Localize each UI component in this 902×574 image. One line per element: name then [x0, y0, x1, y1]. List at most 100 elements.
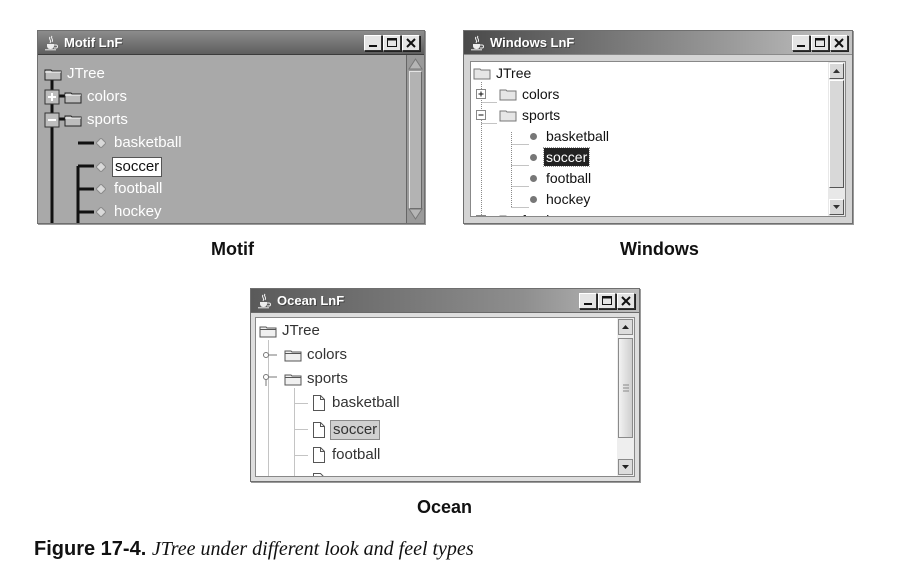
- folder-icon: [499, 215, 517, 216]
- minimize-button[interactable]: [364, 34, 382, 51]
- tree-node-basketball[interactable]: basketball: [312, 394, 402, 412]
- folder-icon: [259, 326, 277, 337]
- expand-handle-icon[interactable]: [44, 89, 60, 105]
- maximize-icon: [387, 37, 397, 47]
- maximize-button[interactable]: [598, 292, 616, 309]
- scroll-down-button[interactable]: [829, 199, 844, 215]
- grip-icon: [623, 384, 629, 392]
- folder-icon: [44, 69, 62, 80]
- diamond-leaf-icon: [96, 184, 106, 194]
- ocean-title-bar[interactable]: Ocean LnF: [251, 289, 639, 313]
- scroll-up-button[interactable]: [829, 63, 844, 79]
- tree-node-basketball[interactable]: basketball: [96, 134, 184, 152]
- collapse-handle-icon[interactable]: [262, 372, 278, 386]
- tree-node-football[interactable]: football: [96, 180, 164, 198]
- ocean-vertical-scrollbar[interactable]: [617, 317, 635, 477]
- tree-node-colors[interactable]: colors: [476, 85, 561, 103]
- tree-node-label: hockey: [114, 203, 162, 220]
- file-leaf-icon: [313, 422, 325, 438]
- tree-node-label: football: [546, 170, 592, 186]
- windows-vertical-scrollbar[interactable]: [828, 61, 846, 217]
- collapse-handle-icon[interactable]: [476, 109, 487, 121]
- windows-title-bar[interactable]: Windows LnF: [464, 31, 852, 55]
- ocean-window: Ocean LnF JTree colors sports: [250, 288, 640, 482]
- tree-node-sports[interactable]: sports: [262, 370, 350, 388]
- motif-tree[interactable]: JTree colors sports basketball soccer fo…: [38, 55, 406, 223]
- close-button[interactable]: [402, 34, 420, 51]
- tree-node-food[interactable]: food: [476, 211, 551, 218]
- maximize-button[interactable]: [383, 34, 401, 51]
- ocean-tree[interactable]: JTree colors sports basketball soccer fo…: [255, 317, 619, 477]
- scrollbar-thumb[interactable]: [409, 71, 422, 209]
- bullet-leaf-icon: [530, 174, 537, 182]
- scroll-up-arrow-icon[interactable]: [407, 57, 424, 71]
- tree-node-label: food: [520, 211, 551, 216]
- figure-text: JTree under different look and feel type…: [151, 538, 474, 560]
- tree-node-label: JTree: [496, 65, 532, 81]
- scroll-up-button[interactable]: [618, 319, 633, 335]
- java-coffee-cup-icon: [45, 35, 58, 50]
- tree-node-sports[interactable]: sports: [44, 111, 130, 129]
- tree-node-football[interactable]: football: [312, 446, 382, 464]
- diamond-leaf-icon: [96, 207, 106, 217]
- folder-icon: [473, 68, 491, 79]
- bullet-leaf-icon: [530, 132, 537, 140]
- file-leaf-icon: [313, 473, 324, 476]
- folder-icon: [284, 374, 302, 385]
- close-icon: [834, 37, 844, 48]
- tree-node-label: sports: [307, 370, 348, 387]
- close-button[interactable]: [617, 292, 635, 309]
- scroll-up-arrow-icon: [622, 325, 629, 329]
- folder-icon: [64, 115, 82, 126]
- scroll-down-arrow-icon[interactable]: [407, 207, 424, 221]
- windows-window-title: Windows LnF: [490, 35, 575, 50]
- tree-node-label: football: [114, 180, 163, 197]
- tree-node-root[interactable]: JTree: [473, 64, 533, 82]
- tree-node-label-selected: soccer: [330, 420, 381, 440]
- scroll-down-button[interactable]: [618, 459, 633, 475]
- minimize-button[interactable]: [579, 292, 597, 309]
- motif-title-bar[interactable]: Motif LnF: [38, 31, 424, 55]
- tree-node-colors[interactable]: colors: [262, 346, 349, 364]
- tree-node-root[interactable]: JTree: [44, 65, 107, 83]
- tree-node-label: JTree: [282, 322, 320, 339]
- expand-handle-icon[interactable]: [476, 88, 487, 100]
- tree-node-label: basketball: [332, 394, 400, 411]
- tree-node-football[interactable]: football: [529, 169, 593, 187]
- tree-node-hockey[interactable]: hockey: [96, 203, 164, 221]
- tree-node-label: football: [332, 446, 381, 463]
- ocean-caption: Ocean: [417, 497, 473, 517]
- maximize-button[interactable]: [811, 34, 829, 51]
- tree-node-soccer[interactable]: soccer: [529, 147, 591, 167]
- windows-window: Windows LnF JTree colors: [463, 30, 853, 224]
- windows-tree[interactable]: JTree colors sports basketball soccer fo…: [470, 61, 832, 217]
- tree-node-soccer[interactable]: soccer: [96, 157, 163, 177]
- expand-handle-icon[interactable]: [476, 214, 487, 218]
- maximize-icon: [815, 37, 825, 47]
- minimize-icon: [369, 44, 377, 47]
- close-icon: [406, 37, 416, 48]
- tree-node-colors[interactable]: colors: [44, 88, 129, 106]
- tree-node-root[interactable]: JTree: [259, 322, 322, 340]
- close-button[interactable]: [830, 34, 848, 51]
- tree-node-soccer[interactable]: soccer: [312, 420, 381, 440]
- motif-vertical-scrollbar[interactable]: [406, 55, 424, 223]
- folder-icon: [499, 110, 517, 121]
- tree-node-basketball[interactable]: basketball: [529, 127, 611, 145]
- tree-node-label: basketball: [114, 134, 182, 151]
- windows-caption: Windows: [620, 239, 699, 259]
- tree-node-label: basketball: [546, 128, 610, 144]
- java-coffee-cup-icon: [471, 35, 484, 50]
- scrollbar-thumb[interactable]: [829, 80, 844, 188]
- expand-handle-icon[interactable]: [262, 350, 278, 360]
- ocean-tree-lines: [268, 340, 308, 476]
- tree-node-label-selected: soccer: [542, 147, 591, 167]
- scrollbar-thumb[interactable]: [618, 338, 633, 438]
- collapse-handle-icon[interactable]: [44, 112, 60, 128]
- diamond-leaf-icon: [96, 162, 106, 172]
- close-icon: [621, 295, 631, 306]
- minimize-icon: [584, 302, 592, 305]
- tree-node-sports[interactable]: sports: [476, 106, 562, 124]
- minimize-button[interactable]: [792, 34, 810, 51]
- tree-node-hockey[interactable]: hockey: [529, 190, 592, 208]
